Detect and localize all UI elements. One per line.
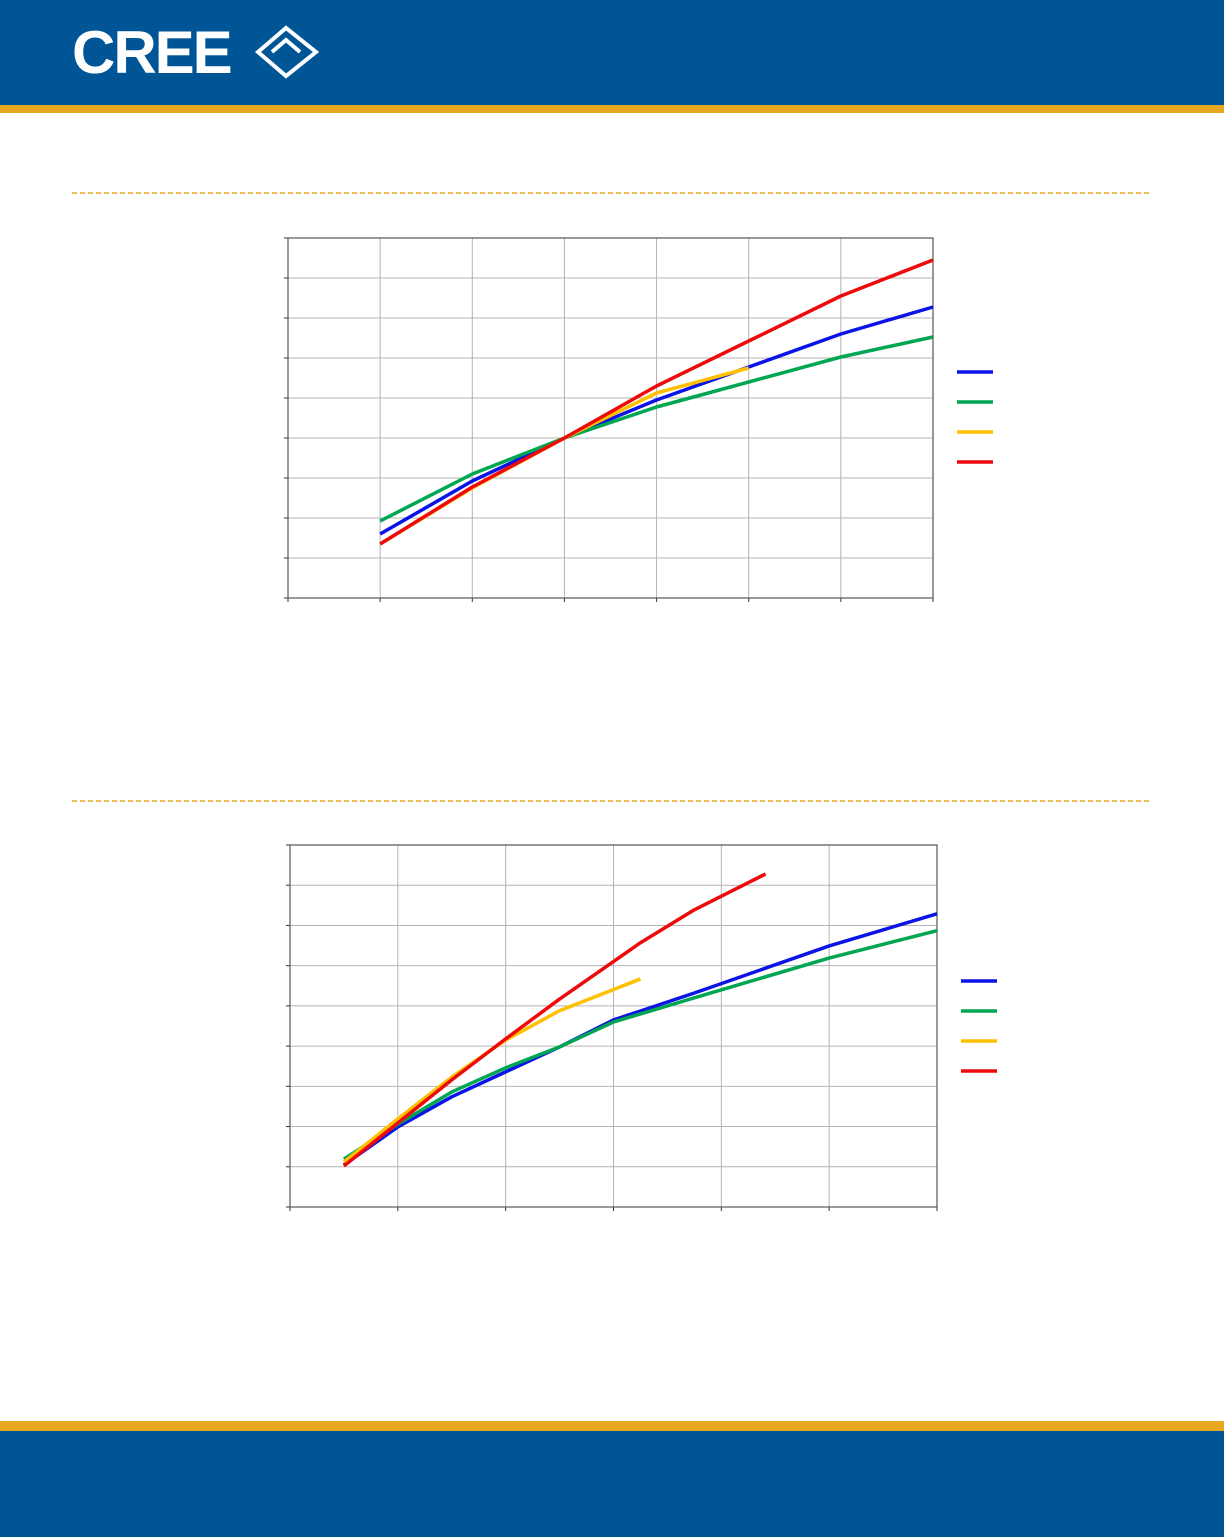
- header-band: [0, 0, 1224, 106]
- plot-frame: [287, 237, 934, 599]
- plot-frame: [289, 844, 938, 1208]
- series-line: [342, 872, 767, 1168]
- series-line: [342, 928, 938, 1161]
- footer-band: [0, 1431, 1224, 1537]
- logo-diamond: [254, 25, 320, 79]
- logo-mark: [254, 25, 320, 79]
- footer-stripe: [0, 1421, 1224, 1431]
- series-line: [379, 305, 934, 536]
- header-stripe: [0, 105, 1224, 113]
- series-line: [379, 258, 934, 546]
- logo-chevron: [270, 37, 302, 54]
- logo-text: CREE: [72, 19, 231, 86]
- series-line: [379, 335, 934, 523]
